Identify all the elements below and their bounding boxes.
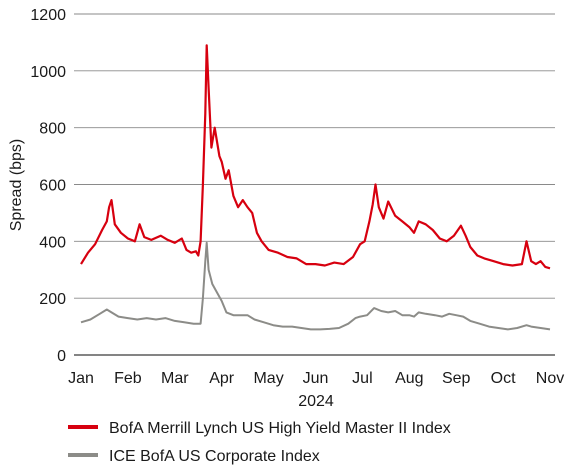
y-tick-label: 200 bbox=[39, 291, 66, 308]
x-tick-label-jan: Jan bbox=[68, 370, 94, 387]
y-tick-label: 0 bbox=[57, 348, 66, 365]
x-tick-label-jun: Jun bbox=[303, 370, 329, 387]
x-axis-title: 2024 bbox=[298, 393, 334, 410]
series-line-high-yield bbox=[80, 44, 551, 270]
y-tick-label: 1200 bbox=[30, 7, 66, 24]
gridlines bbox=[74, 13, 555, 356]
x-tick-label-oct: Oct bbox=[491, 370, 516, 387]
x-tick-label-nov: Nov bbox=[536, 370, 564, 387]
series-line-corporate bbox=[80, 241, 551, 331]
x-tick-label-feb: Feb bbox=[114, 370, 142, 387]
x-tick-label-aug: Aug bbox=[395, 370, 423, 387]
x-tick-label-apr: Apr bbox=[209, 370, 235, 387]
x-tick-label-jul: Jul bbox=[352, 370, 372, 387]
y-axis-ticks: 0 200 400 600 800 1000 1200 bbox=[30, 7, 66, 365]
y-tick-label: 1000 bbox=[30, 64, 66, 81]
legend-label-high-yield: BofA Merrill Lynch US High Yield Master … bbox=[109, 420, 451, 437]
x-tick-label-may: May bbox=[253, 370, 283, 387]
legend: BofA Merrill Lynch US High Yield Master … bbox=[68, 420, 451, 465]
series-lines bbox=[80, 44, 551, 331]
y-tick-label: 600 bbox=[39, 178, 66, 195]
x-tick-label-sep: Sep bbox=[442, 370, 471, 387]
x-tick-label-mar: Mar bbox=[161, 370, 189, 387]
y-axis-title: Spread (bps) bbox=[8, 139, 25, 232]
legend-label-corporate: ICE BofA US Corporate Index bbox=[109, 448, 320, 465]
y-tick-label: 800 bbox=[39, 121, 66, 138]
y-tick-label: 400 bbox=[39, 234, 66, 251]
x-axis-ticks: Jan Feb Mar Apr May Jun Jul Aug Sep Oct Nov bbox=[68, 370, 564, 387]
